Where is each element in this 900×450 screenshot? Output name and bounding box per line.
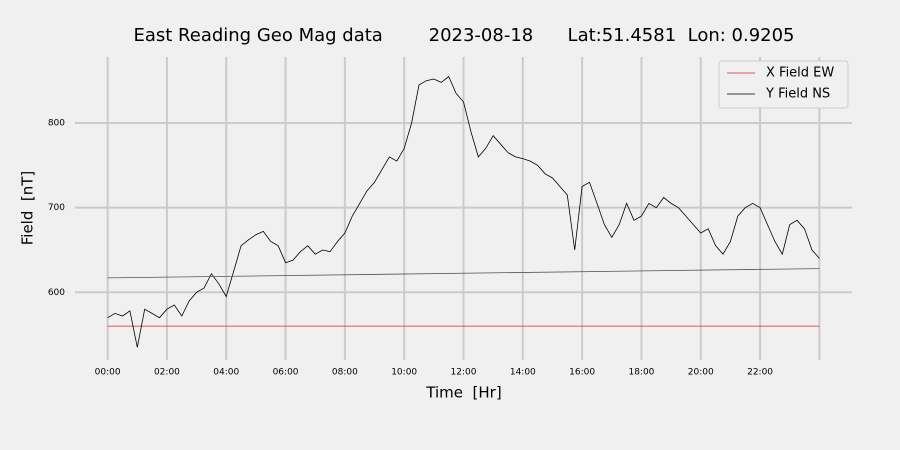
data-line — [107, 75, 820, 348]
legend-label: X Field EW — [766, 66, 834, 81]
x-tick-label: 08:00 — [332, 368, 358, 378]
data-line — [107, 268, 820, 279]
x-tick-label: 16:00 — [569, 368, 595, 378]
y-tick-label: 700 — [48, 203, 65, 213]
x-tick-label: 02:00 — [154, 368, 180, 378]
x-tick-label: 00:00 — [95, 368, 121, 378]
x-tick-label: 04:00 — [213, 368, 239, 378]
x-tick-label: 06:00 — [273, 368, 299, 378]
legend-label: Y Field NS — [765, 87, 830, 102]
y-tick-label: 800 — [48, 119, 65, 129]
x-tick-label: 10:00 — [391, 368, 417, 378]
y-tick-label: 600 — [48, 288, 65, 298]
x-tick-label: 12:00 — [451, 368, 477, 378]
x-axis-label: Time [Hr] — [425, 384, 501, 402]
x-tick-label: 22:00 — [747, 368, 773, 378]
x-tick-label: 18:00 — [628, 368, 654, 378]
chart-title: East Reading Geo Mag data 2023-08-18 Lat… — [133, 25, 794, 46]
y-axis-label: Field [nT] — [19, 171, 37, 246]
x-tick-label: 20:00 — [688, 368, 714, 378]
x-tick-label: 14:00 — [510, 368, 536, 378]
